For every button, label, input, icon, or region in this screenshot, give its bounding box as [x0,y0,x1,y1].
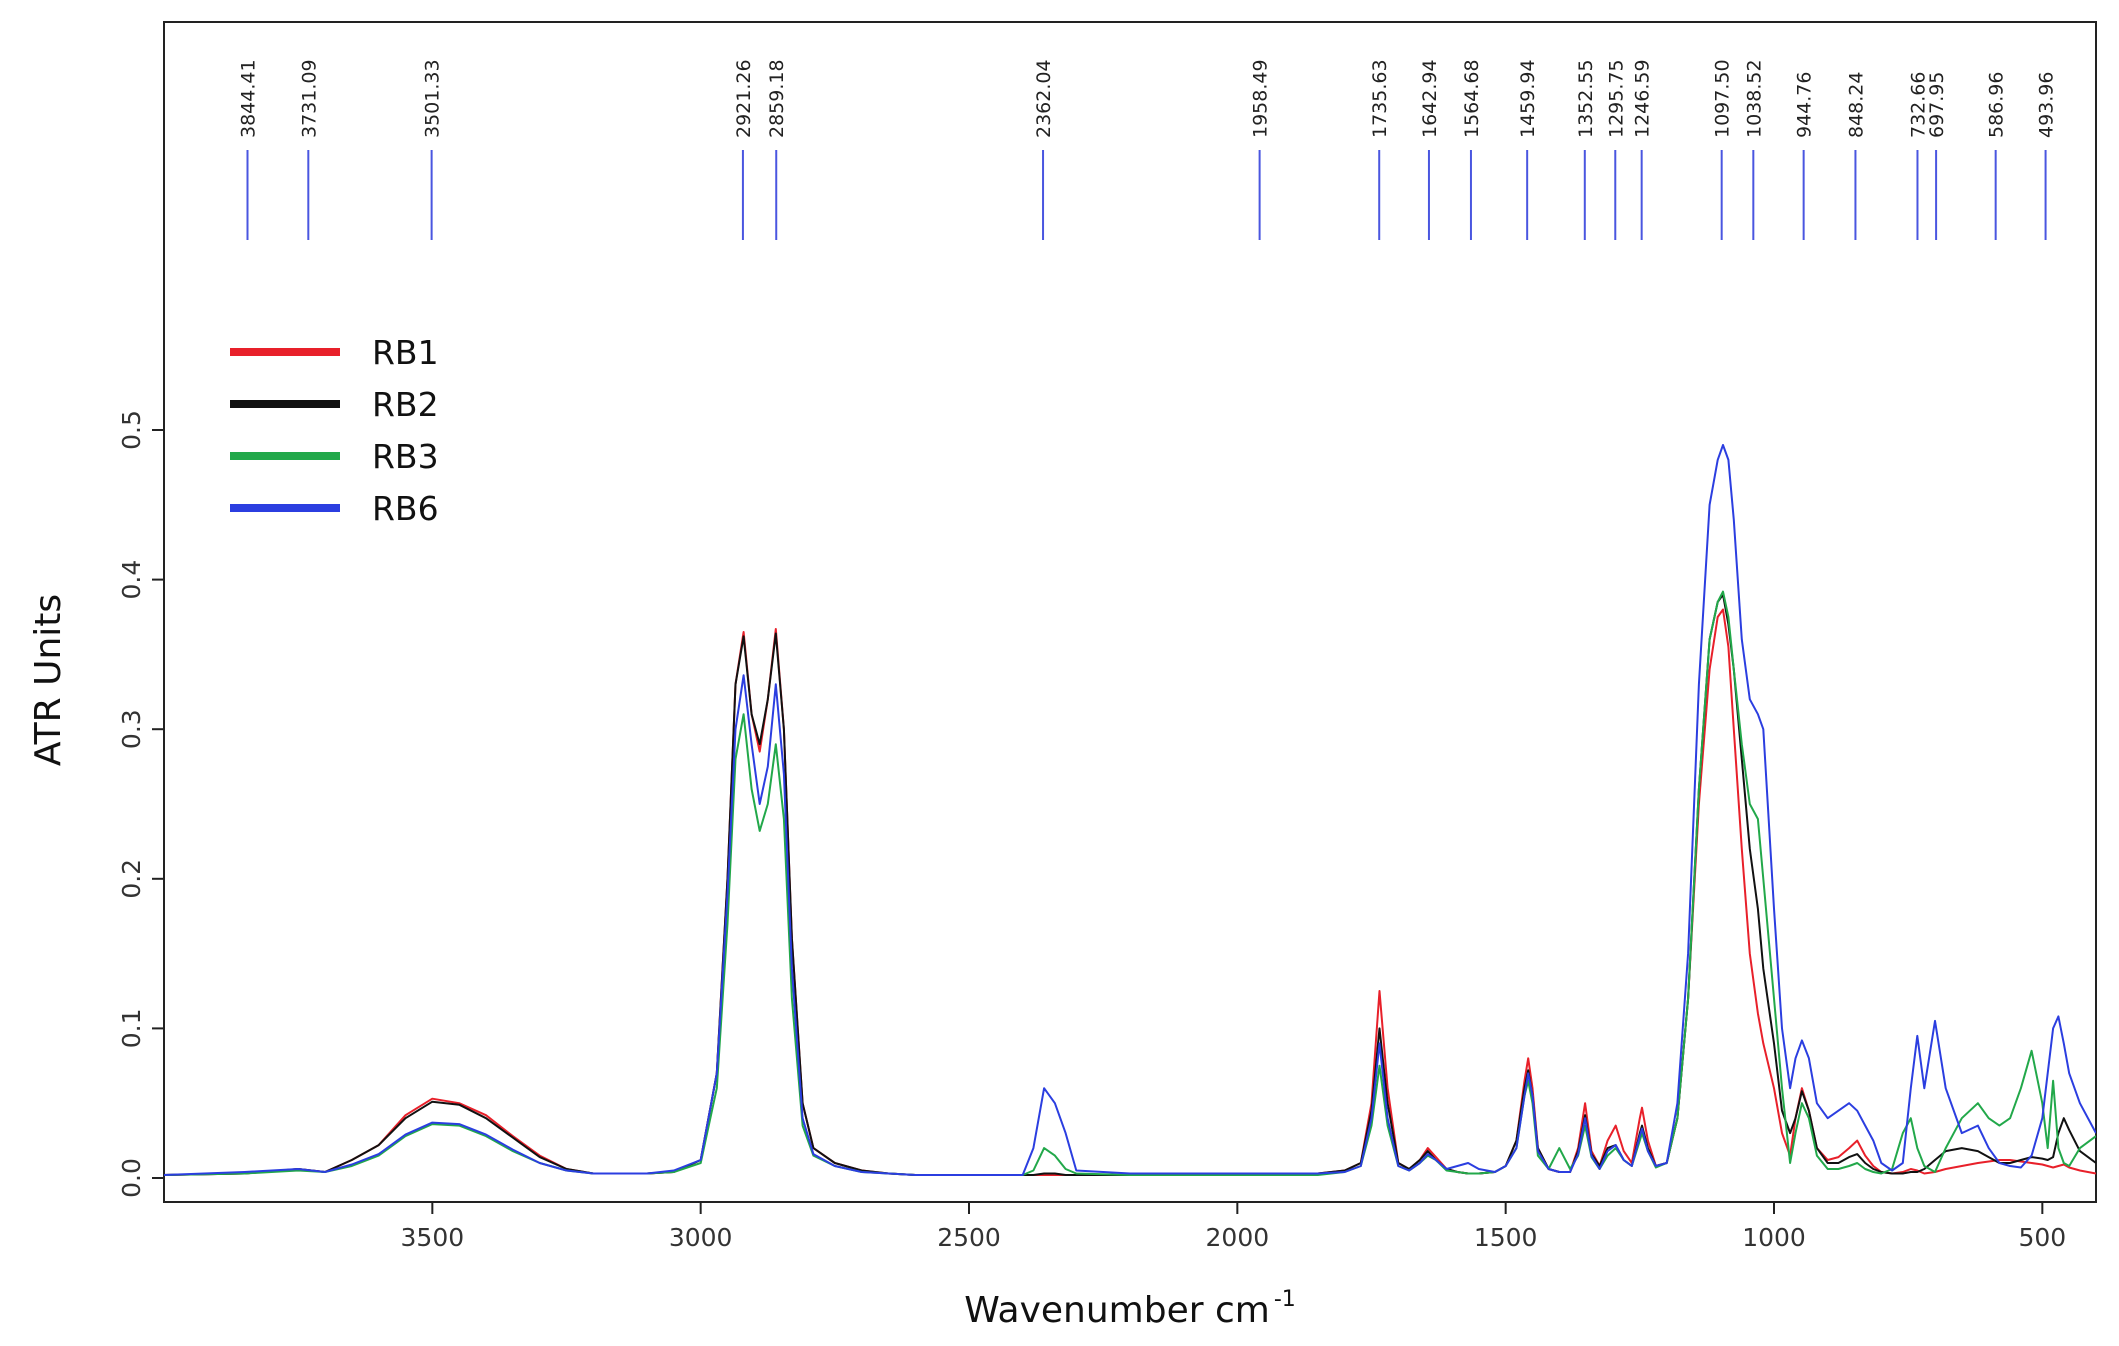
x-tick-label-3500: 3500 [401,1223,465,1252]
y-tick-label-0.4: 0.4 [117,560,146,600]
y-axis-title: ATR Units [28,594,69,766]
peak-marker-label-8: 1642.94 [1419,59,1441,138]
peak-marker-label-19: 697.95 [1926,72,1948,138]
series-line-rb1 [164,608,2096,1176]
peak-marker-label-3: 2921.26 [733,59,755,138]
series-line-rb3 [164,590,2096,1176]
peak-marker-label-0: 3844.41 [237,59,259,138]
peak-marker-label-4: 2859.18 [766,59,788,138]
peak-marker-label-12: 1295.75 [1605,59,1627,138]
peak-marker-label-5: 2362.04 [1033,59,1055,138]
x-tick-label-1000: 1000 [1742,1223,1806,1252]
x-axis-title: Wavenumber cm -1 [964,1287,1296,1331]
x-tick-label-2000: 2000 [1206,1223,1270,1252]
peak-marker-label-10: 1459.94 [1517,59,1539,138]
peak-marker-label-14: 1097.50 [1712,59,1734,138]
legend-label-rb1: RB1 [372,333,439,372]
x-tick-label-2500: 2500 [937,1223,1001,1252]
x-axis-title-text: Wavenumber cm [964,1290,1270,1331]
x-tick-label-3000: 3000 [669,1223,733,1252]
series-lines [164,444,2096,1176]
legend: RB1 RB2 RB3 RB6 [230,333,439,528]
legend-label-rb2: RB2 [372,385,439,424]
peak-marker-label-17: 848.24 [1845,72,1867,138]
x-axis: 3500 3000 2500 2000 1500 1000 500 [401,1202,2066,1252]
peak-markers: 3844.41 3731.09 3501.33 2921.26 2859.18 2362.… [237,59,2058,240]
peak-marker-label-1: 3731.09 [298,59,320,138]
x-tick-label-1500: 1500 [1474,1223,1538,1252]
peak-marker-label-11: 1352.55 [1575,59,1597,138]
peak-marker-label-7: 1735.63 [1369,59,1391,138]
peak-marker-label-21: 493.96 [2036,72,2058,138]
peak-marker-label-6: 1958.49 [1250,59,1272,138]
y-tick-label-0: 0.0 [117,1158,146,1198]
y-tick-label-0.3: 0.3 [117,709,146,749]
series-line-rb2 [164,593,2096,1176]
peak-marker-label-9: 1564.68 [1461,59,1483,138]
series-line-rb6 [164,444,2096,1176]
y-axis: 0.0 0.1 0.2 0.3 0.4 0.5 [117,410,164,1198]
y-tick-label-0.2: 0.2 [117,859,146,899]
plot-frame [163,21,2097,1203]
legend-label-rb3: RB3 [372,437,439,476]
x-axis-title-superscript: -1 [1274,1287,1296,1312]
y-tick-label-0.1: 0.1 [117,1009,146,1049]
peak-marker-label-13: 1246.59 [1632,59,1654,138]
peak-marker-label-20: 586.96 [1986,72,2008,138]
x-tick-label-500: 500 [2018,1223,2066,1252]
peak-marker-label-15: 1038.52 [1743,59,1765,138]
legend-label-rb6: RB6 [372,489,439,528]
peak-marker-label-2: 3501.33 [422,59,444,138]
peak-marker-label-16: 944.76 [1794,72,1816,138]
y-tick-label-0.5: 0.5 [117,410,146,450]
peak-marker-label-18: 732.66 [1907,72,1929,138]
